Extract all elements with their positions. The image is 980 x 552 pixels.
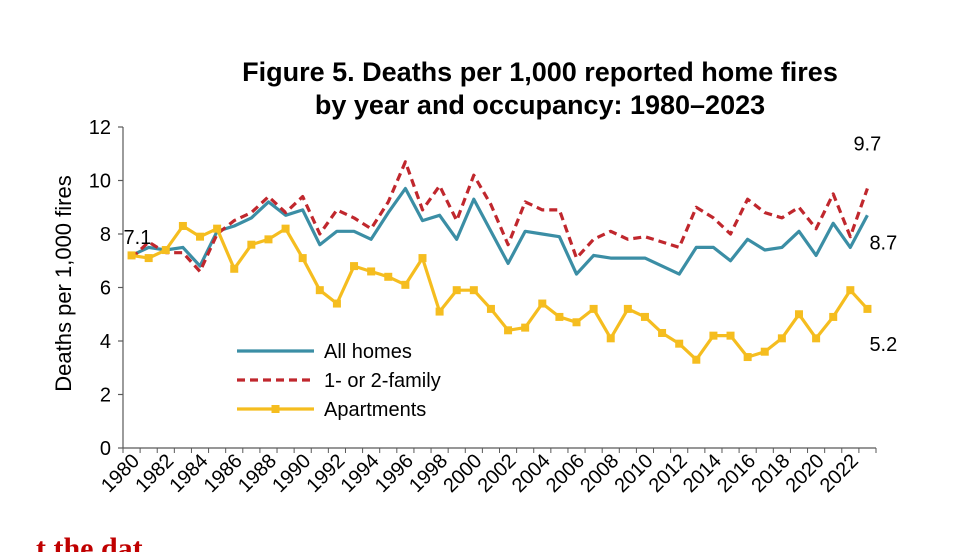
x-tick-label: 1984 <box>166 450 213 497</box>
data-point-apartments <box>743 353 752 362</box>
data-point-apartments <box>640 312 649 321</box>
data-point-apartments <box>521 323 530 332</box>
data-point-apartments <box>315 286 324 295</box>
data-point-apartments <box>469 286 478 295</box>
data-point-apartments <box>589 304 598 313</box>
x-tick-label: 2014 <box>679 450 726 497</box>
cut-off-heading-fragment: t the dat <box>36 534 143 552</box>
data-point-apartments <box>332 299 341 308</box>
x-tick-label: 1982 <box>131 450 178 497</box>
data-point-apartments <box>760 347 769 356</box>
data-label: 8.7 <box>869 232 897 254</box>
data-point-apartments <box>794 310 803 319</box>
x-tick-label: 1996 <box>371 450 418 497</box>
y-tick-label: 4 <box>100 331 111 353</box>
x-tick-label: 2010 <box>610 450 657 497</box>
data-point-apartments <box>213 224 222 233</box>
data-label: 9.7 <box>853 134 881 156</box>
x-tick-label: 2004 <box>508 450 555 497</box>
data-point-apartments <box>555 312 564 321</box>
data-point-apartments <box>264 235 273 244</box>
data-point-apartments <box>452 286 461 295</box>
data-point-apartments <box>692 355 701 364</box>
legend-marker-apartments <box>271 405 280 413</box>
x-tick-label: 1986 <box>200 450 247 497</box>
series-line-1-or-2-family <box>130 160 869 274</box>
x-tick-label: 2002 <box>474 450 521 497</box>
chart-title-line-1: Figure 5. Deaths per 1,000 reported home… <box>242 57 838 87</box>
x-tick-label: 2018 <box>747 450 794 497</box>
data-point-apartments <box>230 264 239 273</box>
x-tick-label: 2022 <box>816 450 863 497</box>
data-point-apartments <box>572 318 581 327</box>
x-tick-label: 1988 <box>234 450 281 497</box>
data-point-apartments <box>435 307 444 316</box>
data-point-apartments <box>196 232 205 241</box>
data-point-apartments <box>606 334 615 343</box>
legend-label-apartments: Apartments <box>324 399 426 421</box>
series-line-all-homes <box>130 186 869 276</box>
y-tick-label: 6 <box>100 278 111 300</box>
legend-label-all-homes: All homes <box>324 341 412 363</box>
data-point-apartments <box>777 334 786 343</box>
x-tick-label: 2006 <box>542 450 589 497</box>
data-point-apartments <box>623 304 632 313</box>
y-tick-label: 2 <box>100 385 111 407</box>
x-tick-label: 1992 <box>302 450 349 497</box>
data-point-apartments <box>144 254 153 263</box>
x-tick-label: 2012 <box>645 450 692 497</box>
data-point-apartments <box>538 299 547 308</box>
data-point-apartments <box>709 331 718 340</box>
data-point-apartments <box>127 251 136 260</box>
data-point-apartments <box>658 328 667 337</box>
data-label: 7.1 <box>124 227 152 249</box>
data-point-apartments <box>384 272 393 281</box>
data-point-apartments <box>675 339 684 348</box>
x-tick-label: 1994 <box>337 450 384 497</box>
data-point-apartments <box>504 326 513 335</box>
data-point-apartments <box>401 280 410 289</box>
data-point-apartments <box>812 334 821 343</box>
x-tick-label: 1998 <box>405 450 452 497</box>
y-tick-label: 12 <box>89 117 111 139</box>
data-point-apartments <box>829 312 838 321</box>
y-tick-label: 8 <box>100 224 111 246</box>
y-tick-label: 10 <box>89 171 111 193</box>
y-axis-label: Deaths per 1,000 fires <box>51 175 76 391</box>
data-point-apartments <box>486 304 495 313</box>
data-point-apartments <box>726 331 735 340</box>
data-point-apartments <box>846 286 855 295</box>
x-tick-label: 2000 <box>439 450 486 497</box>
data-point-apartments <box>863 304 872 313</box>
data-label: 5.2 <box>869 334 897 356</box>
x-tick-label: 2020 <box>782 450 829 497</box>
data-point-apartments <box>418 254 427 263</box>
data-point-apartments <box>298 254 307 263</box>
data-point-apartments <box>247 240 256 249</box>
legend-label-1-or-2-family: 1- or 2-family <box>324 370 441 392</box>
chart-title-line-2: by year and occupancy: 1980–2023 <box>314 90 766 120</box>
x-tick-label: 2008 <box>576 450 623 497</box>
data-point-apartments <box>281 224 290 233</box>
data-point-apartments <box>178 221 187 230</box>
data-point-apartments <box>367 267 376 276</box>
x-tick-label: 2016 <box>713 450 760 497</box>
data-point-apartments <box>161 246 170 255</box>
data-point-apartments <box>350 262 359 271</box>
x-tick-label: 1990 <box>268 450 315 497</box>
chart-title: Figure 5. Deaths per 1,000 reported home… <box>190 56 890 122</box>
y-tick-label: 0 <box>100 438 111 460</box>
